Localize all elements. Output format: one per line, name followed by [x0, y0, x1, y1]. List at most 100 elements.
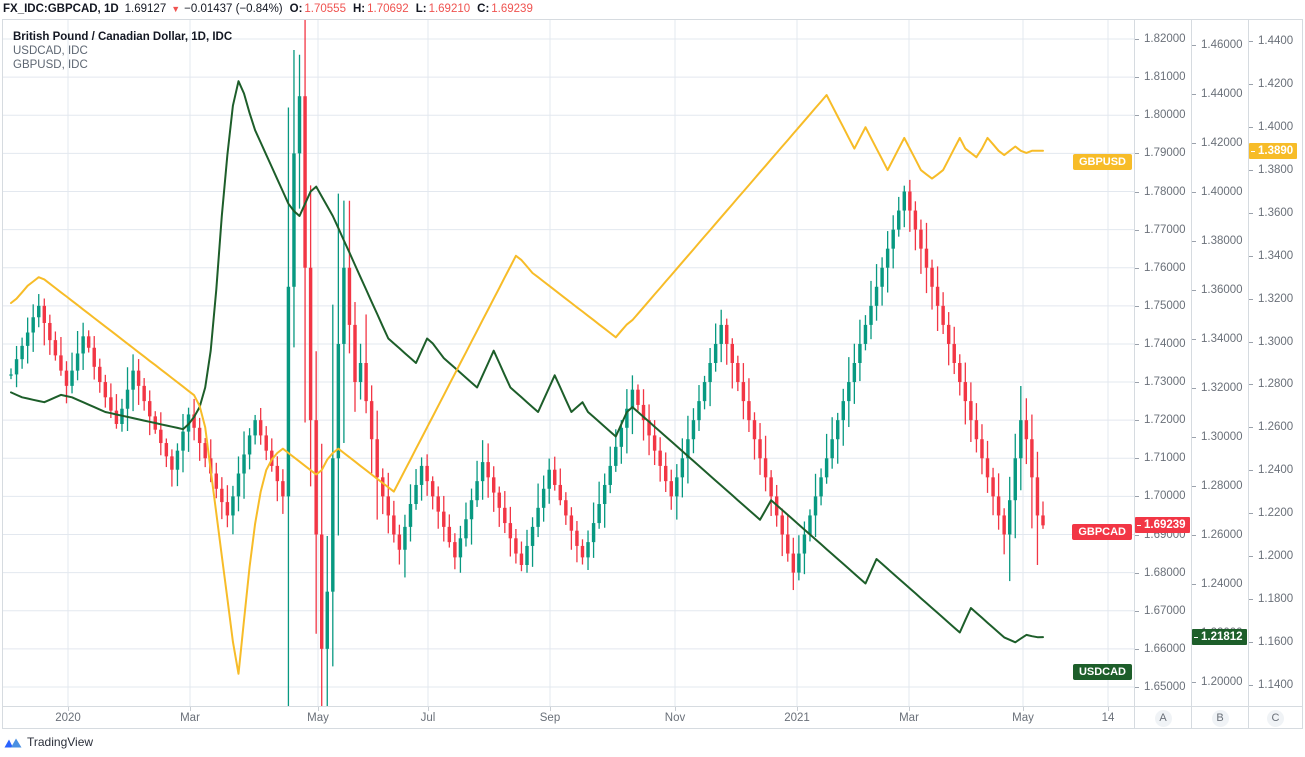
series-badge-gbpcad[interactable]: GBPCAD: [1072, 524, 1132, 540]
price-tick: 1.65000: [1135, 681, 1186, 693]
time-axis-label: May: [1012, 712, 1034, 724]
price-tick: 1.2400: [1249, 464, 1293, 476]
time-tick: [68, 707, 69, 711]
price-tick: 1.26000: [1192, 529, 1243, 541]
price-tick: 1.28000: [1192, 480, 1243, 492]
time-axis-label: 2021: [784, 712, 810, 724]
scale-button-a-label: A: [1154, 709, 1172, 727]
price-tick: 1.40000: [1192, 186, 1243, 198]
time-tick: [190, 707, 191, 711]
high-label: H:: [352, 2, 366, 15]
price-tick: 1.20000: [1192, 676, 1243, 688]
time-tick: [428, 707, 429, 711]
price-tick: 1.82000: [1135, 33, 1186, 45]
scale-button-b[interactable]: B: [1191, 706, 1248, 729]
open-value: 1.70555: [304, 2, 346, 15]
price-tick: 1.46000: [1192, 39, 1243, 51]
price-tick: 1.74000: [1135, 338, 1186, 350]
price-tick: 1.76000: [1135, 262, 1186, 274]
time-tick: [1023, 707, 1024, 711]
price-tick: 1.24000: [1192, 578, 1243, 590]
chart-frame: British Pound / Canadian Dollar, 1D, IDC…: [2, 19, 1303, 729]
close-value: 1.69239: [491, 2, 533, 15]
price-scale-c[interactable]: 1.4400 1.4200 1.4000 1.3800 1.3600 1.3400 1.32…: [1248, 20, 1302, 706]
time-tick: [909, 707, 910, 711]
price-tick: 1.2600: [1249, 421, 1293, 433]
time-scale[interactable]: 2020 Mar May Jul Sep Nov 2021 Mar May 14: [3, 706, 1134, 729]
price-tick: 1.44000: [1192, 88, 1243, 100]
time-axis-label: Sep: [539, 712, 561, 724]
scale-button-a[interactable]: A: [1134, 706, 1191, 729]
down-arrow-icon: ▼: [171, 3, 181, 14]
price-tick: 1.2000: [1249, 550, 1293, 562]
price-tick: 1.1600: [1249, 636, 1293, 648]
chart-plot-area[interactable]: British Pound / Canadian Dollar, 1D, IDC…: [3, 20, 1134, 706]
price-tick: 1.66000: [1135, 643, 1186, 655]
price-tick: 1.34000: [1192, 333, 1243, 345]
scale-button-c[interactable]: C: [1248, 706, 1302, 729]
time-tick: [675, 707, 676, 711]
current-price-label: 1.3890: [1249, 142, 1298, 159]
time-axis-label: Mar: [180, 712, 200, 724]
series-badge-usdcad[interactable]: USDCAD: [1072, 664, 1132, 680]
time-axis-label: Jul: [420, 712, 436, 724]
price-tick: 1.3200: [1249, 293, 1293, 305]
price-tick: 1.36000: [1192, 284, 1243, 296]
price-tick: 1.4200: [1249, 78, 1293, 90]
price-tick: 1.42000: [1192, 137, 1243, 149]
low-label: L:: [415, 2, 427, 15]
price-tick: 1.3600: [1249, 207, 1293, 219]
time-axis-label: May: [307, 712, 329, 724]
price-tick: 1.75000: [1135, 300, 1186, 312]
time-tick: [1108, 707, 1109, 711]
low-value: 1.69210: [428, 2, 471, 15]
symbol-label[interactable]: FX_IDC:GBPCAD, 1D: [3, 2, 119, 15]
price-tick: 1.79000: [1135, 147, 1186, 159]
time-tick: [318, 707, 319, 711]
time-axis-label: 14: [1101, 712, 1115, 724]
price-tick: 1.3400: [1249, 250, 1293, 262]
tradingview-brand-label: TradingView: [27, 735, 94, 749]
price-tick: 1.3000: [1249, 336, 1293, 348]
price-tick: 1.2800: [1249, 378, 1293, 390]
open-label: O:: [289, 2, 303, 15]
series-badge-gbpusd[interactable]: GBPUSD: [1072, 154, 1132, 170]
price-scale-b[interactable]: 1.46000 1.44000 1.42000 1.40000 1.38000 1.360…: [1191, 20, 1248, 706]
price-tick: 1.73000: [1135, 376, 1186, 388]
scale-button-c-label: C: [1267, 709, 1284, 727]
chart-canvas: [3, 20, 1134, 706]
tradingview-logo-icon: [4, 738, 22, 747]
last-price: 1.69127: [124, 2, 167, 15]
price-tick: 1.81000: [1135, 71, 1186, 83]
price-tick: 1.32000: [1192, 382, 1243, 394]
price-tick: 1.38000: [1192, 235, 1243, 247]
current-price-label: 1.21812: [1192, 629, 1247, 646]
price-scale-a[interactable]: 1.82000 1.81000 1.80000 1.79000 1.78000 1.770…: [1134, 20, 1191, 706]
time-tick: [797, 707, 798, 711]
quote-bar: FX_IDC:GBPCAD, 1D 1.69127 ▼ −0.01437 (−0…: [0, 0, 1305, 17]
price-tick: 1.77000: [1135, 224, 1186, 236]
price-tick: 1.78000: [1135, 186, 1186, 198]
price-tick: 1.71000: [1135, 452, 1186, 464]
price-tick: 1.1800: [1249, 593, 1293, 605]
time-axis-label: Nov: [664, 712, 686, 724]
price-tick: 1.72000: [1135, 414, 1186, 426]
time-tick: [550, 707, 551, 711]
price-tick: 1.4400: [1249, 35, 1293, 47]
close-label: C:: [477, 2, 490, 15]
scale-button-b-label: B: [1211, 709, 1229, 727]
current-price-label: 1.69239: [1135, 517, 1190, 534]
high-value: 1.70692: [367, 2, 409, 15]
footer: TradingView: [4, 735, 93, 749]
price-tick: 1.80000: [1135, 109, 1186, 121]
price-tick: 1.4000: [1249, 121, 1293, 133]
price-tick: 1.70000: [1135, 490, 1186, 502]
price-change: −0.01437 (−0.84%): [184, 2, 283, 15]
time-axis-label: Mar: [899, 712, 919, 724]
price-tick: 1.67000: [1135, 605, 1186, 617]
price-tick: 1.3800: [1249, 164, 1293, 176]
time-axis-label: 2020: [55, 712, 81, 724]
price-tick: 1.2200: [1249, 507, 1293, 519]
price-tick: 1.30000: [1192, 431, 1243, 443]
